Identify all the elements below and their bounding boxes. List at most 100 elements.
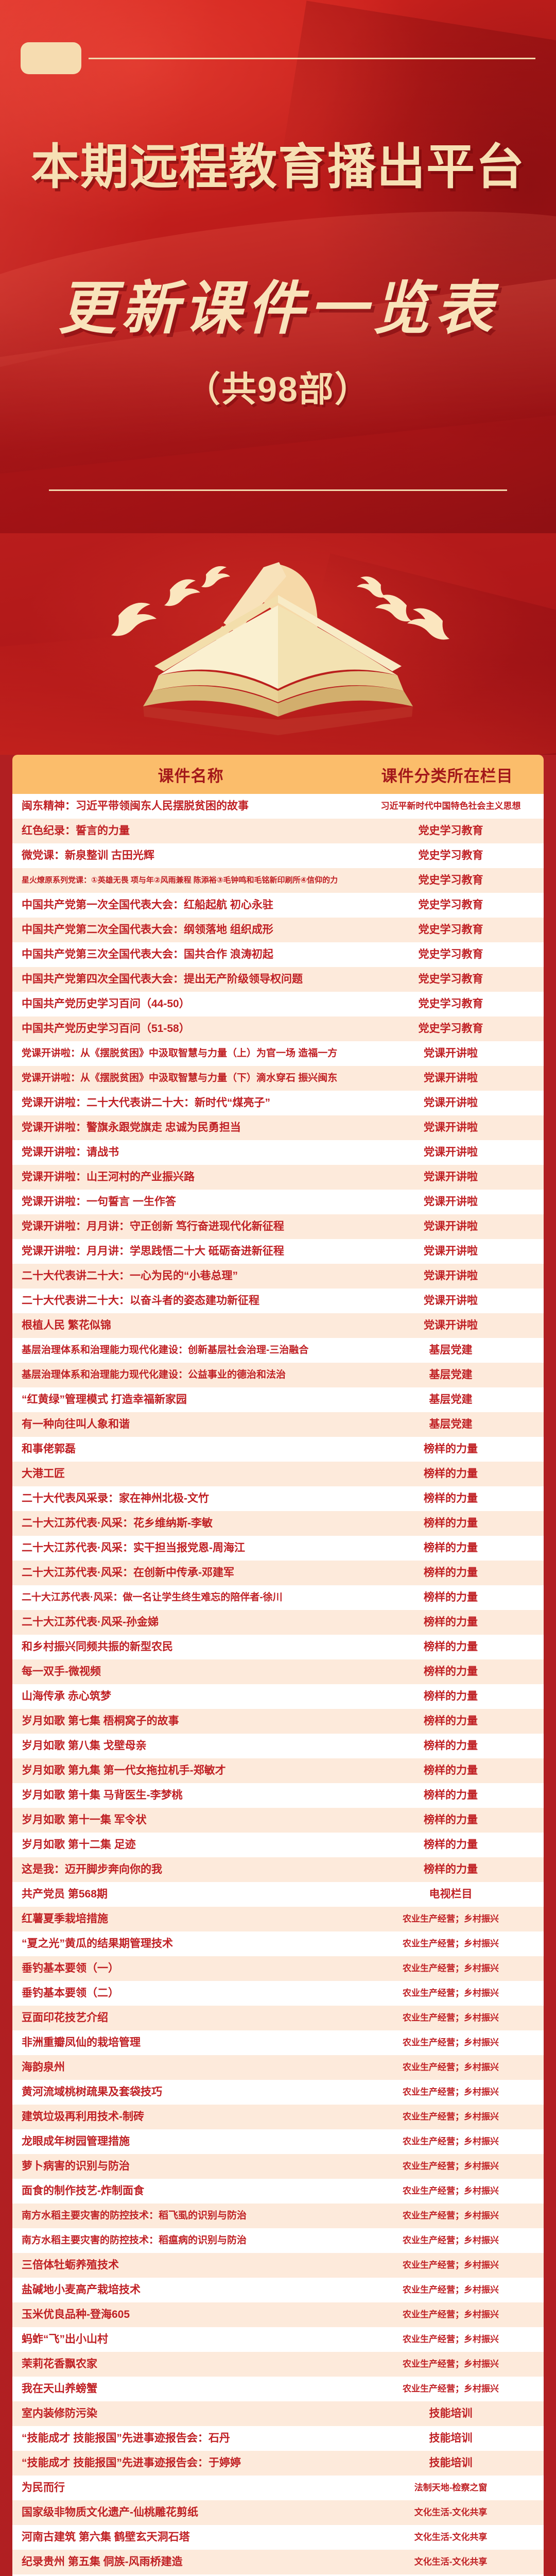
table-row[interactable]: 玉米优良品种-登海605 农业生产经营；乡村振兴 — [12, 2302, 544, 2327]
table-row[interactable]: 基层治理体系和治理能力现代化建设：创新基层社会治理-三治融合 基层党建 — [12, 1338, 544, 1363]
table-row[interactable]: “技能成才 技能报国”先进事迹报告会：于婷婷 技能培训 — [12, 2451, 544, 2476]
table-row[interactable]: 党课开讲啦：从《摆脱贫困》中汲取智慧与力量（上）为官一场 造福一方 党课开讲啦 — [12, 1041, 544, 1066]
courseware-category-cell: 榜样的力量 — [424, 1765, 478, 1777]
courseware-name-cell: 茉莉花香飘农家 — [22, 2358, 97, 2370]
table-row[interactable]: 纪录贵州 第六集 侗族-喊天节文化生活-文化共享 — [12, 2574, 544, 2576]
table-row[interactable]: 南方水稻主要灾害的防控技术：稻瘟病的识别与防治 农业生产经营；乡村振兴 — [12, 2228, 544, 2253]
table-row[interactable]: “红黄绿”管理模式 打造幸福新家园 基层党建 — [12, 1387, 544, 1412]
table-row[interactable]: 室内装修防污染 技能培训 — [12, 2401, 544, 2426]
table-row[interactable]: 三倍体牡蛎养殖技术 农业生产经营；乡村振兴 — [12, 2253, 544, 2278]
courseware-category-cell: 榜样的力量 — [424, 1542, 478, 1554]
emblem-illustration — [0, 533, 556, 755]
table-row[interactable]: 茉莉花香飘农家 农业生产经营；乡村振兴 — [12, 2352, 544, 2377]
courseware-name-cell: 岁月如歌 第九集 第一代女拖拉机手-郑敏才 — [22, 1765, 226, 1777]
table-row[interactable]: 基层治理体系和治理能力现代化建设：公益事业的德治和法治 基层党建 — [12, 1363, 544, 1387]
courseware-category-cell: 农业生产经营；乡村振兴 — [403, 2087, 499, 2097]
table-row[interactable]: 面食的制作技艺-炸制面食 农业生产经营；乡村振兴 — [12, 2179, 544, 2204]
table-row[interactable]: 蚂蚱“飞”出小山村 农业生产经营；乡村振兴 — [12, 2327, 544, 2352]
table-row[interactable]: “技能成才 技能报国”先进事迹报告会：石丹 技能培训 — [12, 2426, 544, 2451]
table-row[interactable]: 二十大代表讲二十大：一心为民的“小巷总理” 党课开讲啦 — [12, 1264, 544, 1289]
table-row[interactable]: 非洲重瓣凤仙的栽培管理 农业生产经营；乡村振兴 — [12, 2030, 544, 2055]
courseware-name-cell: 这是我：迈开脚步奔向你的我 — [22, 1863, 162, 1876]
courseware-category-cell: 党课开讲啦 — [424, 1245, 478, 1258]
table-row[interactable]: 黄河流域桃树疏果及套袋技巧 农业生产经营；乡村振兴 — [12, 2080, 544, 2105]
page-title: 本期远程教育播出平台 — [30, 140, 525, 194]
table-row[interactable]: 中国共产党第四次全国代表大会：提出无产阶级领导权问题 党史学习教育 — [12, 967, 544, 992]
table-row[interactable]: 岁月如歌 第十二集 足迹 榜样的力量 — [12, 1833, 544, 1857]
table-row[interactable]: 中国共产党历史学习百问（44-50） 党史学习教育 — [12, 992, 544, 1016]
table-row[interactable]: 岁月如歌 第十集 马背医生-李梦桃 榜样的力量 — [12, 1783, 544, 1808]
table-row[interactable]: 盐碱地小麦高产栽培技术 农业生产经营；乡村振兴 — [12, 2278, 544, 2302]
table-row[interactable]: 山海传承 赤心筑梦 榜样的力量 — [12, 1684, 544, 1709]
courseware-name-cell: 二十大江苏代表·风采-孙金娣 — [22, 1616, 159, 1629]
table-row[interactable]: 中国共产党第二次全国代表大会：纲领落地 组织成形 党史学习教育 — [12, 918, 544, 942]
table-row[interactable]: 国家级非物质文化遗产-仙桃雕花剪纸 文化生活-文化共享 — [12, 2500, 544, 2525]
table-row[interactable]: 每一双手-微视频 榜样的力量 — [12, 1659, 544, 1684]
courseware-name-cell: 中国共产党第四次全国代表大会：提出无产阶级领导权问题 — [22, 973, 303, 986]
table-row[interactable]: 二十大江苏代表·风采：实干担当报党恩-周海江 榜样的力量 — [12, 1536, 544, 1561]
table-row[interactable]: 岁月如歌 第七集 梧桐窝子的故事 榜样的力量 — [12, 1709, 544, 1734]
table-row[interactable]: 龙眼成年树园管理措施 农业生产经营；乡村振兴 — [12, 2129, 544, 2154]
table-row[interactable]: 红色纪录：誓言的力量 党史学习教育 — [12, 819, 544, 843]
table-row[interactable]: 中国共产党历史学习百问（51-58） 党史学习教育 — [12, 1016, 544, 1041]
table-row[interactable]: 南方水稻主要灾害的防控技术：稻飞虱的识别与防治 农业生产经营；乡村振兴 — [12, 2204, 544, 2228]
table-row[interactable]: 和事佬郭磊 榜样的力量 — [12, 1437, 544, 1462]
table-row[interactable]: 二十大江苏代表·风采-孙金娣 榜样的力量 — [12, 1610, 544, 1635]
table-row[interactable]: 党课开讲啦：月月讲：学思践悟二十大 砥砺奋进新征程 党课开讲啦 — [12, 1239, 544, 1264]
table-row[interactable]: 红薯夏季栽培措施 农业生产经营；乡村振兴 — [12, 1907, 544, 1931]
table-row[interactable]: 星火燎原系列党课：①英雄无畏 项与年②风雨兼程 陈添裕③毛钟鸣和毛铭新印刷所④信… — [12, 868, 544, 893]
table-row[interactable]: 河南古建筑 第六集 鹤壁玄天洞石塔 文化生活-文化共享 — [12, 2525, 544, 2550]
courseware-name-cell: 党课开讲啦：月月讲：学思践悟二十大 砥砺奋进新征程 — [22, 1245, 284, 1258]
table-row[interactable]: 建筑垃圾再利用技术-制砖 农业生产经营；乡村振兴 — [12, 2105, 544, 2129]
table-row[interactable]: 岁月如歌 第九集 第一代女拖拉机手-郑敏才 榜样的力量 — [12, 1758, 544, 1783]
table-row[interactable]: “夏之光”黄瓜的结果期管理技术 农业生产经营；乡村振兴 — [12, 1931, 544, 1956]
table-row[interactable]: 纪录贵州 第五集 侗族-风雨桥建造 文化生活-文化共享 — [12, 2550, 544, 2574]
table-row[interactable]: 这是我：迈开脚步奔向你的我 榜样的力量 — [12, 1857, 544, 1882]
table-row[interactable]: 我在天山养螃蟹 农业生产经营；乡村振兴 — [12, 2377, 544, 2401]
table-row[interactable]: 大港工匠 榜样的力量 — [12, 1462, 544, 1486]
courseware-name-cell: 盐碱地小麦高产栽培技术 — [22, 2284, 141, 2296]
table-row[interactable]: 微党课：新泉整训 古田光辉 党史学习教育 — [12, 843, 544, 868]
courseware-category-cell: 榜样的力量 — [424, 1690, 478, 1703]
courseware-category-cell: 农业生产经营；乡村振兴 — [403, 2111, 499, 2122]
decorative-pill — [21, 42, 81, 74]
courseware-name-cell: 党课开讲啦：二十大代表讲二十大：新时代“煤亮子” — [22, 1097, 270, 1109]
courseware-category-cell: 榜样的力量 — [424, 1567, 478, 1579]
table-row[interactable]: 萝卜病害的识别与防治 农业生产经营；乡村振兴 — [12, 2154, 544, 2179]
courseware-name-cell: 海韵泉州 — [22, 2061, 65, 2074]
table-row[interactable]: 党课开讲啦：一句誓言 一生作答 党课开讲啦 — [12, 1190, 544, 1214]
table-row[interactable]: 海韵泉州 农业生产经营；乡村振兴 — [12, 2055, 544, 2080]
table-row[interactable]: 中国共产党第三次全国代表大会：国共合作 浪涛初起 党史学习教育 — [12, 942, 544, 967]
courseware-category-cell: 农业生产经营；乡村振兴 — [403, 2383, 499, 2394]
table-row[interactable]: 二十大江苏代表·风采：做一名让学生终生难忘的陪伴者-徐川 榜样的力量 — [12, 1585, 544, 1610]
table-row[interactable]: 有一种向往叫人象和谐 基层党建 — [12, 1412, 544, 1437]
table-row[interactable]: 垂钓基本要领（二） 农业生产经营；乡村振兴 — [12, 1981, 544, 2006]
table-row[interactable]: 二十大代表风采录：家在神州北极-文竹 榜样的力量 — [12, 1486, 544, 1511]
table-row[interactable]: 党课开讲啦：二十大代表讲二十大：新时代“煤亮子” 党课开讲啦 — [12, 1091, 544, 1115]
table-row[interactable]: 闽东精神：习近平带领闽东人民摆脱贫困的故事 习近平新时代中国特色社会主义思想 — [12, 794, 544, 819]
table-row[interactable]: 二十大代表讲二十大：以奋斗者的姿态建功新征程 党课开讲啦 — [12, 1289, 544, 1313]
table-row[interactable]: 党课开讲啦：山王河村的产业振兴路 党课开讲啦 — [12, 1165, 544, 1190]
table-row[interactable]: 二十大江苏代表·风采：花乡维纳斯-李敏 榜样的力量 — [12, 1511, 544, 1536]
table-row[interactable]: 豆面印花技艺介绍 农业生产经营；乡村振兴 — [12, 2006, 544, 2030]
courseware-name-cell: 红色纪录：誓言的力量 — [22, 825, 130, 837]
courseware-name-cell: 基层治理体系和治理能力现代化建设：公益事业的德治和法治 — [22, 1369, 286, 1380]
table-row[interactable]: 中国共产党第一次全国代表大会：红船起航 初心永驻 党史学习教育 — [12, 893, 544, 918]
table-row[interactable]: 党课开讲啦：请战书 党课开讲啦 — [12, 1140, 544, 1165]
table-row[interactable]: 党课开讲啦：月月讲：守正创新 笃行奋进现代化新征程 党课开讲啦 — [12, 1214, 544, 1239]
table-row[interactable]: 党课开讲啦：从《摆脱贫困》中汲取智慧与力量（下）滴水穿石 振兴闽东 党课开讲啦 — [12, 1066, 544, 1091]
table-row[interactable]: 和乡村振兴同频共振的新型农民 榜样的力量 — [12, 1635, 544, 1659]
table-row[interactable]: 共产党员 第568期 电视栏目 — [12, 1882, 544, 1907]
courseware-category-cell: 党课开讲啦 — [424, 1072, 478, 1084]
courseware-category-cell: 党课开讲啦 — [424, 1295, 478, 1307]
courseware-name-cell: 二十大江苏代表·风采：花乡维纳斯-李敏 — [22, 1517, 213, 1530]
table-row[interactable]: 垂钓基本要领（一） 农业生产经营；乡村振兴 — [12, 1956, 544, 1981]
courseware-name-cell: 微党课：新泉整训 古田光辉 — [22, 850, 154, 862]
table-row[interactable]: 党课开讲啦：警旗永跟党旗走 忠诚为民勇担当 党课开讲啦 — [12, 1115, 544, 1140]
table-row[interactable]: 二十大江苏代表·风采：在创新中传承-邓建军 榜样的力量 — [12, 1561, 544, 1585]
table-row[interactable]: 为民而行 法制天地-检察之窗 — [12, 2476, 544, 2500]
table-row[interactable]: 岁月如歌 第八集 戈壁母亲 榜样的力量 — [12, 1734, 544, 1758]
table-row[interactable]: 根植人民 繁花似锦 党课开讲啦 — [12, 1313, 544, 1338]
courseware-category-cell: 榜样的力量 — [424, 1666, 478, 1678]
table-row[interactable]: 岁月如歌 第十一集 军令状 榜样的力量 — [12, 1808, 544, 1833]
